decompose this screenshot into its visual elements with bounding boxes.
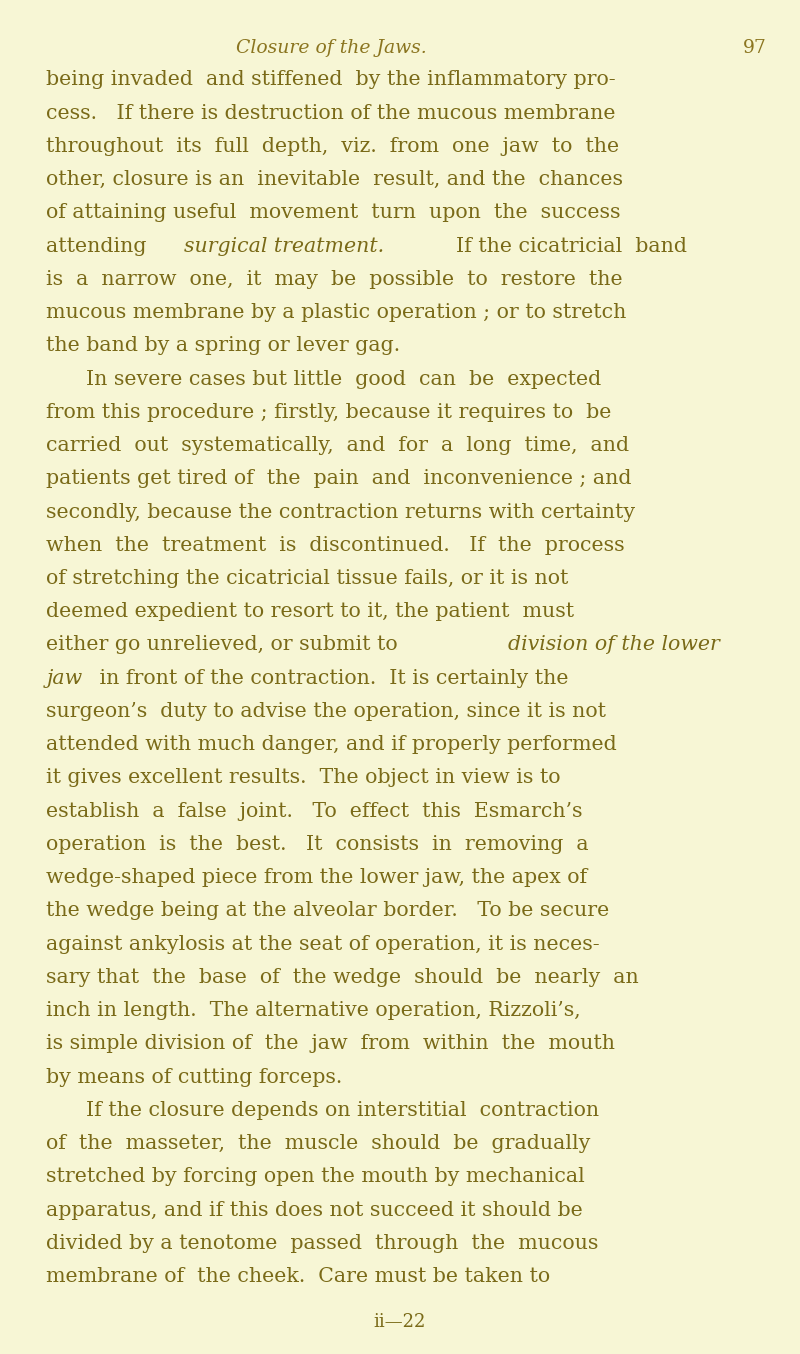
Text: surgical treatment.: surgical treatment. <box>185 237 385 256</box>
Text: being invaded  and stiffened  by the inflammatory pro-: being invaded and stiffened by the infla… <box>46 70 616 89</box>
Text: either go unrelieved, or submit to: either go unrelieved, or submit to <box>46 635 405 654</box>
Text: surgeon’s  duty to advise the operation, since it is not: surgeon’s duty to advise the operation, … <box>46 701 606 720</box>
Text: ii—22: ii—22 <box>374 1313 426 1331</box>
Text: establish  a  false  joint.   To  effect  this  Esmarch’s: establish a false joint. To effect this … <box>46 802 583 821</box>
Text: jaw: jaw <box>46 669 82 688</box>
Text: by means of cutting forceps.: by means of cutting forceps. <box>46 1067 342 1087</box>
Text: cess.   If there is destruction of the mucous membrane: cess. If there is destruction of the muc… <box>46 104 616 123</box>
Text: mucous membrane by a plastic operation ; or to stretch: mucous membrane by a plastic operation ;… <box>46 303 626 322</box>
Text: of attaining useful  movement  turn  upon  the  success: of attaining useful movement turn upon t… <box>46 203 621 222</box>
Text: other, closure is an  inevitable  result, and the  chances: other, closure is an inevitable result, … <box>46 171 623 190</box>
Text: If the closure depends on interstitial  contraction: If the closure depends on interstitial c… <box>86 1101 599 1120</box>
Text: attending: attending <box>46 237 154 256</box>
Text: stretched by forcing open the mouth by mechanical: stretched by forcing open the mouth by m… <box>46 1167 585 1186</box>
Text: 97: 97 <box>742 38 766 57</box>
Text: In severe cases but little  good  can  be  expected: In severe cases but little good can be e… <box>86 370 602 389</box>
Text: of stretching the cicatricial tissue fails, or it is not: of stretching the cicatricial tissue fai… <box>46 569 569 588</box>
Text: Closure of the Jaws.: Closure of the Jaws. <box>236 38 426 57</box>
Text: sary that  the  base  of  the wedge  should  be  nearly  an: sary that the base of the wedge should b… <box>46 968 639 987</box>
Text: operation  is  the  best.   It  consists  in  removing  a: operation is the best. It consists in re… <box>46 835 589 854</box>
Text: is simple division of  the  jaw  from  within  the  mouth: is simple division of the jaw from withi… <box>46 1034 615 1053</box>
Text: the wedge being at the alveolar border.   To be secure: the wedge being at the alveolar border. … <box>46 902 610 921</box>
Text: it gives excellent results.  The object in view is to: it gives excellent results. The object i… <box>46 769 561 788</box>
Text: is  a  narrow  one,  it  may  be  possible  to  restore  the: is a narrow one, it may be possible to r… <box>46 269 623 288</box>
Text: of  the  masseter,  the  muscle  should  be  gradually: of the masseter, the muscle should be gr… <box>46 1135 590 1154</box>
Text: in front of the contraction.  It is certainly the: in front of the contraction. It is certa… <box>93 669 569 688</box>
Text: apparatus, and if this does not succeed it should be: apparatus, and if this does not succeed … <box>46 1201 583 1220</box>
Text: membrane of  the cheek.  Care must be taken to: membrane of the cheek. Care must be take… <box>46 1267 550 1286</box>
Text: wedge-shaped piece from the lower jaw, the apex of: wedge-shaped piece from the lower jaw, t… <box>46 868 587 887</box>
Text: deemed expedient to resort to it, the patient  must: deemed expedient to resort to it, the pa… <box>46 603 574 621</box>
Text: from this procedure ; firstly, because it requires to  be: from this procedure ; firstly, because i… <box>46 402 612 422</box>
Text: divided by a tenotome  passed  through  the  mucous: divided by a tenotome passed through the… <box>46 1233 598 1252</box>
Text: when  the  treatment  is  discontinued.   If  the  process: when the treatment is discontinued. If t… <box>46 536 625 555</box>
Text: patients get tired of  the  pain  and  inconvenience ; and: patients get tired of the pain and incon… <box>46 470 632 489</box>
Text: division of the lower: division of the lower <box>509 635 720 654</box>
Text: the band by a spring or lever gag.: the band by a spring or lever gag. <box>46 336 401 355</box>
Text: carried  out  systematically,  and  for  a  long  time,  and: carried out systematically, and for a lo… <box>46 436 630 455</box>
Text: secondly, because the contraction returns with certainty: secondly, because the contraction return… <box>46 502 635 521</box>
Text: inch in length.  The alternative operation, Rizzoli’s,: inch in length. The alternative operatio… <box>46 1001 581 1020</box>
Text: attended with much danger, and if properly performed: attended with much danger, and if proper… <box>46 735 617 754</box>
Text: throughout  its  full  depth,  viz.  from  one  jaw  to  the: throughout its full depth, viz. from one… <box>46 137 619 156</box>
Text: against ankylosis at the seat of operation, it is neces-: against ankylosis at the seat of operati… <box>46 934 600 953</box>
Text: If the cicatricial  band: If the cicatricial band <box>442 237 686 256</box>
